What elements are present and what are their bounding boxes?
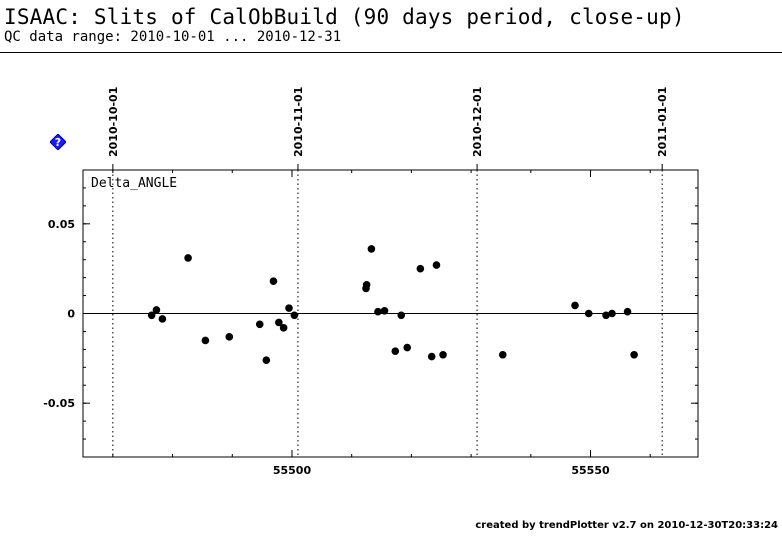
- data-point: [152, 306, 161, 314]
- data-point: [427, 352, 436, 361]
- data-point: [571, 301, 579, 310]
- data-point: [147, 311, 156, 320]
- header: ISAAC: Slits of CalObBuild (90 days peri…: [4, 5, 778, 45]
- data-point: [184, 254, 192, 262]
- data-point: [285, 304, 293, 312]
- data-points: [147, 245, 638, 364]
- data-point: [262, 356, 271, 364]
- date-marker-label: 2011-01-01: [656, 87, 669, 157]
- data-point: [367, 245, 376, 253]
- data-point: [439, 350, 447, 359]
- data-point: [255, 320, 264, 329]
- data-point: [391, 347, 400, 355]
- data-point: [397, 311, 406, 320]
- data-point: [630, 350, 638, 359]
- y-tick-label: 0.05: [48, 218, 75, 231]
- page-title: ISAAC: Slits of CalObBuild (90 days peri…: [4, 5, 685, 29]
- data-point: [275, 318, 283, 327]
- data-point: [269, 277, 278, 286]
- data-point: [290, 311, 299, 320]
- data-point: [623, 307, 632, 316]
- data-point: [380, 307, 389, 315]
- date-marker-label: 2010-11-01: [292, 87, 305, 157]
- x-tick-label: 55550: [571, 464, 610, 477]
- help-icon[interactable]: ?: [50, 134, 66, 150]
- data-point: [432, 261, 441, 269]
- svg-text:?: ?: [55, 136, 61, 149]
- x-tick-label: 55500: [273, 464, 312, 477]
- x-axis: 55500 55550: [112, 170, 651, 477]
- date-marker-label: 2010-10-01: [107, 87, 120, 157]
- y-axis: 0.05 0 -0.05: [43, 169, 698, 458]
- data-point: [201, 336, 210, 345]
- y-tick-label: 0: [67, 308, 75, 321]
- data-point: [279, 324, 288, 332]
- page-subtitle: QC data range: 2010-10-01 ... 2010-12-31: [4, 29, 342, 45]
- data-point: [374, 307, 382, 316]
- date-marker-label: 2010-12-01: [471, 87, 484, 157]
- data-point: [225, 333, 234, 341]
- y-tick-label: -0.05: [43, 397, 75, 410]
- date-markers: 2010-10-01 2010-11-01 2010-12-01 2011-01-01: [107, 87, 669, 457]
- data-point: [403, 343, 412, 352]
- data-point: [362, 281, 371, 289]
- panel-label: Delta_ANGLE: [91, 176, 177, 191]
- data-point: [608, 309, 616, 318]
- data-point: [602, 311, 610, 320]
- data-point: [416, 264, 425, 273]
- footer-credit: created by trendPlotter v2.7 on 2010-12-…: [475, 520, 778, 531]
- data-point: [158, 315, 167, 323]
- data-point: [498, 350, 507, 359]
- data-point: [584, 309, 593, 318]
- header-divider: [0, 52, 782, 53]
